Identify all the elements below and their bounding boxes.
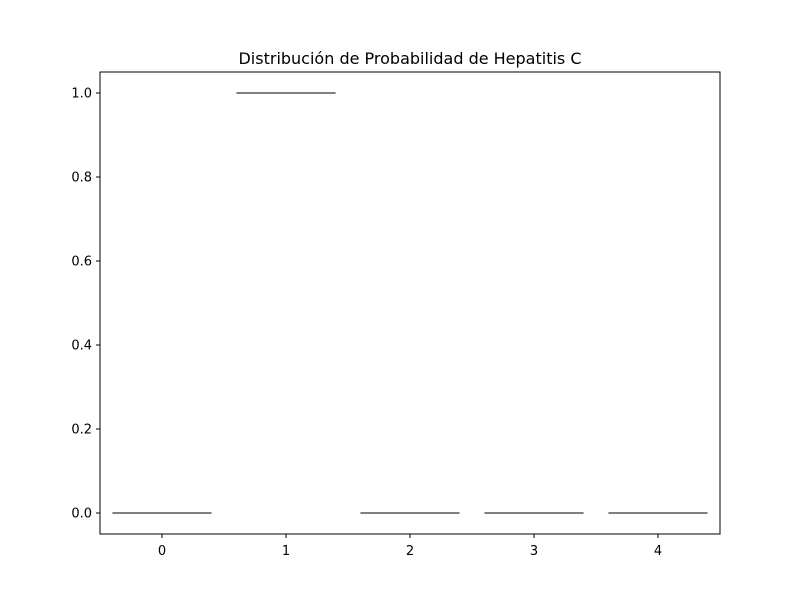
x-tick-label: 0 — [158, 544, 166, 559]
y-tick-label: 0.8 — [71, 171, 92, 186]
y-tick-label: 1.0 — [71, 87, 92, 102]
y-tick-label: 0.0 — [71, 507, 92, 522]
x-axis: 0 1 2 3 4 — [158, 534, 662, 559]
y-tick-label: 0.6 — [71, 255, 92, 270]
plot-area-frame — [99, 71, 721, 535]
y-axis: 0.0 0.2 0.4 0.6 0.8 1.0 — [71, 87, 100, 522]
x-tick-label: 4 — [654, 544, 662, 559]
x-tick-label: 2 — [406, 544, 414, 559]
data-marks — [112, 92, 708, 514]
y-tick-label: 0.2 — [71, 423, 92, 438]
x-tick-label: 1 — [282, 544, 290, 559]
x-tick-label: 3 — [530, 544, 538, 559]
chart-title: Distribución de Probabilidad de Hepatiti… — [238, 49, 581, 68]
y-tick-label: 0.4 — [71, 339, 92, 354]
